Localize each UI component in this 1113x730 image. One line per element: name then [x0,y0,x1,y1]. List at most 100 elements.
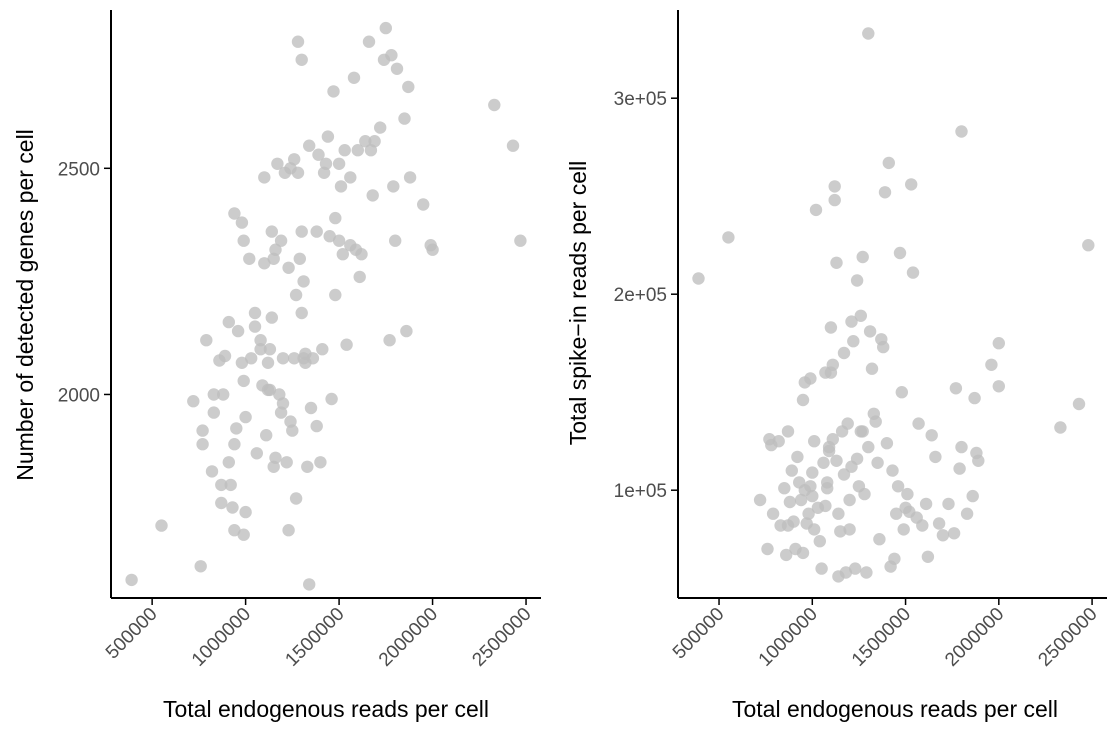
panel-left-data-point [319,157,333,170]
panel-left-data-point [288,352,301,365]
panel-left-data-point [314,456,327,469]
panel-right-data-point [815,562,828,575]
panel-left-data-point [332,234,346,247]
panel-right-data-point [806,489,819,503]
panel-left-data-point [288,153,301,166]
panel-right-data-point [891,480,905,493]
panel-right-data-point [888,552,901,565]
panel-right-data-point [722,231,735,244]
panel-right-data-point [897,523,910,536]
panel-right-data-point [802,507,815,520]
panel-left-data-point [205,465,219,478]
panel-left-data-point [282,261,295,274]
panel-left-data-point [263,383,277,397]
panel-left-data-point [336,248,349,261]
panel-right-data-point [761,542,774,556]
panel-right-data-point [849,562,862,575]
panel-right-data-point [871,456,884,469]
panel-right-data-point [830,454,843,467]
panel-left-data-point [321,130,335,143]
panel-left-data-point [280,456,293,469]
panel-right-data-point [850,452,864,465]
panel-left-data-point [291,166,305,179]
panel-right-data-point [860,566,873,579]
panel-right-data-point [992,337,1005,350]
panel-left-data-point [340,338,353,351]
panel-left-data-point [265,225,278,238]
panel-left-data-point [239,505,252,519]
panel-left-data-point [312,148,325,161]
panel-left-data-point [291,35,305,48]
panel-right-data-point [960,507,974,520]
panel-left-data-point [224,478,237,492]
spike-in-vs-endogenous-panel: Total endogenous reads per cell Total sp… [565,10,1107,722]
panel-right-data-point [858,487,871,501]
panel-right-data-point [856,250,869,264]
panel-left-data-point [383,334,396,347]
panel-left-data-point [506,139,520,152]
panel-left-data-point [310,225,323,238]
genes-vs-endogenous-panel: Total endogenous reads per cell Number o… [12,10,541,722]
panel-right-data-point [873,533,886,546]
panel-right-data-point [893,246,907,260]
panel-left-data-point [295,306,308,320]
panel-left-data-point [417,198,430,211]
panel-right-data-point [783,495,797,509]
panel-right-data-point [968,391,981,405]
panel-right-data-point [796,393,810,407]
panel-left-y-tick-label: 2500 [58,159,100,180]
panel-right-data-point [813,535,826,548]
panel-left-data-point [398,112,411,125]
panel-right-data-point [929,450,942,464]
panel-right-data-point [1054,421,1067,434]
panel-left-x-tick-label: 2500000 [468,604,535,671]
panel-left-data-point [228,207,241,220]
panel-left-data-point [332,157,346,170]
panel-right-data-point [886,464,899,477]
panel-right-data-point [854,309,867,322]
panel-right-data-point [863,325,877,338]
panel-left-data-point [426,243,439,256]
panel-right-data-point [862,27,875,40]
panel-left-x-tick-label: 1000000 [188,604,255,671]
panel-left-data-point [269,243,282,256]
panel-right-data-point [837,468,851,481]
panel-left-data-point [282,524,295,537]
panel-left-data-point [329,211,342,225]
panel-left-data-point [286,424,299,437]
panel-right-data-point [966,489,979,503]
panel-right-data-point [830,256,843,269]
panel-right-data-point [850,274,864,287]
panel-right-data-point [821,476,834,489]
panel-right-data-point [949,382,963,395]
panel-left-data-point [239,410,252,424]
panel-right-data-point [766,507,780,520]
panel-right-data-point [845,315,858,328]
panel-right-data-point [919,497,933,511]
panel-left-data-point [329,288,342,302]
panel-right-data-point [828,193,841,207]
panel-left-data-point [155,519,168,532]
panel-left-data-point [265,311,278,324]
panel-right-data-point [865,362,879,375]
panel-right-data-point [837,346,851,360]
panel-left-data-point [390,62,404,75]
panel-left-data-point [374,121,387,134]
panel-right-data-point [878,186,892,199]
panel-left-data-point [368,135,381,148]
panel-left-data-point [385,49,398,62]
panel-right-data-point [921,550,935,563]
panel-right-data-point [817,456,830,469]
panel-right-data-point [808,523,821,536]
panel-right-data-point [925,429,938,442]
panel-left-y-tick-label: 2000 [58,385,100,406]
panel-left-data-point [274,234,288,247]
panel-right-data-point [819,499,832,513]
panel-left-data-point [316,343,329,356]
panel-right-data-point [787,515,800,528]
panel-left-data-point [258,257,271,270]
panel-right-data-point [791,450,804,464]
panel-right-x-tick-label: 2000000 [941,604,1008,671]
panel-left-data-point [353,270,366,284]
